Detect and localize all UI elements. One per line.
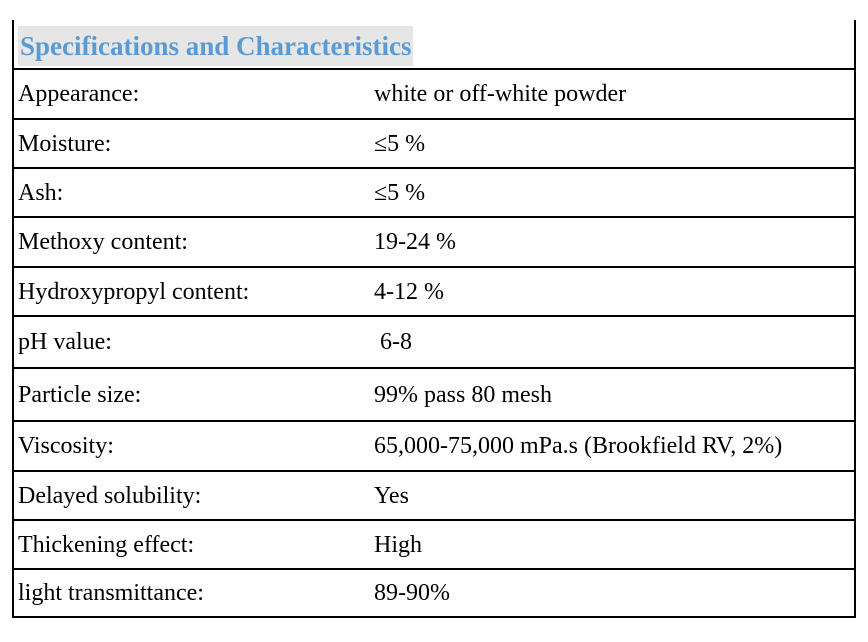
table-row: Ash: ≤5 % (12, 167, 856, 218)
table-row: Thickening effect: High (12, 519, 856, 570)
row-value: 65,000-75,000 mPa.s (Brookfield RV, 2%) (370, 420, 856, 472)
row-label: Methoxy content: (12, 216, 370, 268)
row-value: 99% pass 80 mesh (370, 367, 856, 422)
table-row: Appearance: white or off-white powder (12, 68, 856, 120)
section-title: Specifications and Characteristics (18, 26, 414, 66)
row-value: white or off-white powder (370, 68, 856, 120)
row-value: 89-90% (370, 568, 856, 618)
title-row: Specifications and Characteristics (12, 20, 856, 68)
row-label: Appearance: (12, 68, 370, 120)
table-row: pH value: 6-8 (12, 315, 856, 369)
row-label: light transmittance: (12, 568, 370, 618)
table-row: Particle size: 99% pass 80 mesh (12, 367, 856, 422)
table-row: Hydroxypropyl content: 4-12 % (12, 266, 856, 317)
row-label: Moisture: (12, 118, 370, 169)
table-row: Methoxy content: 19-24 % (12, 216, 856, 268)
row-label: pH value: (12, 315, 370, 369)
row-value: ≤5 % (370, 118, 856, 169)
table-row: Delayed solubility: Yes (12, 470, 856, 521)
row-value: ≤5 % (370, 167, 856, 218)
spec-sheet: Specifications and Characteristics Appea… (12, 20, 856, 618)
row-value: High (370, 519, 856, 570)
spec-table: Appearance: white or off-white powder Mo… (12, 68, 856, 618)
row-value: Yes (370, 470, 856, 521)
row-value: 6-8 (370, 315, 856, 369)
row-label: Viscosity: (12, 420, 370, 472)
row-label: Particle size: (12, 367, 370, 422)
table-row: Moisture: ≤5 % (12, 118, 856, 169)
row-label: Delayed solubility: (12, 470, 370, 521)
row-value: 4-12 % (370, 266, 856, 317)
row-label: Thickening effect: (12, 519, 370, 570)
row-label: Hydroxypropyl content: (12, 266, 370, 317)
row-label: Ash: (12, 167, 370, 218)
row-value: 19-24 % (370, 216, 856, 268)
table-row: Viscosity: 65,000-75,000 mPa.s (Brookfie… (12, 420, 856, 472)
table-row: light transmittance: 89-90% (12, 568, 856, 618)
